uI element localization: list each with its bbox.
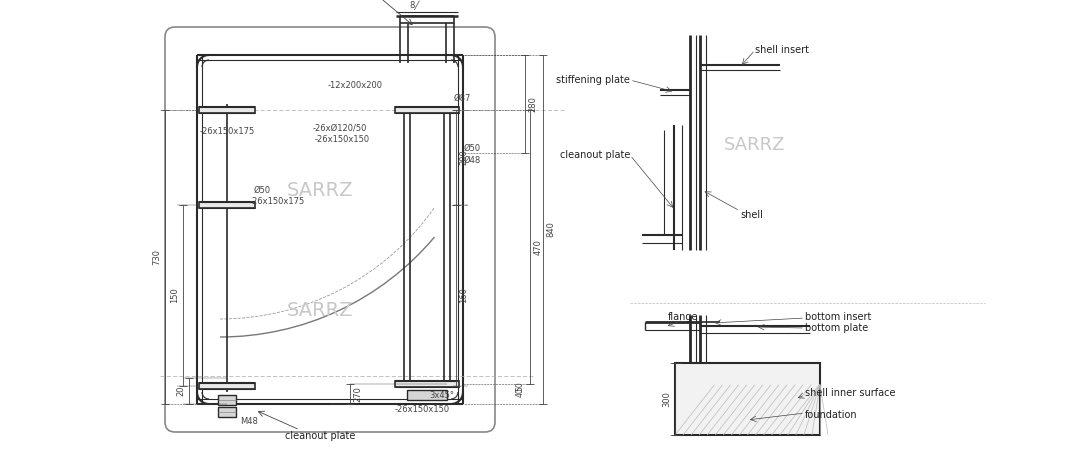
Bar	[218, 407, 237, 417]
Text: SARRZ: SARRZ	[725, 136, 785, 154]
Text: bottom insert: bottom insert	[805, 312, 872, 322]
Text: -26x150x175: -26x150x175	[249, 198, 305, 207]
Text: Ø50: Ø50	[254, 185, 271, 194]
Text: 160: 160	[459, 288, 469, 303]
Text: -26x150x150: -26x150x150	[314, 135, 369, 144]
Text: 40: 40	[515, 387, 525, 397]
Text: 150: 150	[171, 288, 179, 303]
Text: 270: 270	[353, 386, 363, 402]
Text: -26x150x175: -26x150x175	[200, 127, 255, 136]
Text: 470: 470	[534, 239, 542, 255]
Text: bottom plate: bottom plate	[805, 323, 868, 333]
Text: shell insert: shell insert	[755, 45, 809, 55]
Text: M48: M48	[240, 417, 258, 426]
Bar	[218, 395, 237, 405]
Text: 200: 200	[459, 149, 469, 166]
Text: foundation: foundation	[805, 410, 858, 420]
Text: Ø48: Ø48	[463, 156, 481, 165]
Text: -26xØ120/50: -26xØ120/50	[313, 123, 367, 132]
Text: -12x200x200: -12x200x200	[327, 81, 382, 90]
Text: SARRZ: SARRZ	[287, 301, 353, 320]
Bar	[395, 107, 459, 113]
Bar	[395, 381, 459, 387]
Text: flange: flange	[667, 312, 699, 322]
Text: shell: shell	[740, 210, 762, 220]
Text: 3x45°: 3x45°	[430, 392, 455, 400]
Text: 300: 300	[662, 391, 672, 407]
Text: 20: 20	[176, 386, 186, 396]
Text: stiffening plate: stiffening plate	[556, 75, 630, 85]
Text: 50: 50	[515, 381, 525, 391]
Text: Ø50: Ø50	[463, 144, 481, 153]
Bar	[199, 107, 255, 113]
Text: 730: 730	[152, 249, 162, 265]
Text: SARRZ: SARRZ	[721, 386, 779, 404]
Text: cleanout plate: cleanout plate	[559, 150, 630, 160]
Text: shell inner surface: shell inner surface	[805, 388, 895, 398]
Text: -26x150x150: -26x150x150	[394, 405, 449, 414]
Text: SARRZ: SARRZ	[287, 180, 353, 199]
Text: cleanout plate: cleanout plate	[285, 431, 355, 441]
Text: Ø87: Ø87	[454, 94, 471, 103]
Bar	[199, 202, 255, 208]
Text: 840: 840	[546, 221, 555, 238]
Bar	[199, 383, 255, 389]
Text: 8╱: 8╱	[409, 0, 420, 9]
Bar	[407, 390, 447, 400]
Bar	[675, 363, 820, 435]
Text: 280: 280	[528, 96, 538, 112]
